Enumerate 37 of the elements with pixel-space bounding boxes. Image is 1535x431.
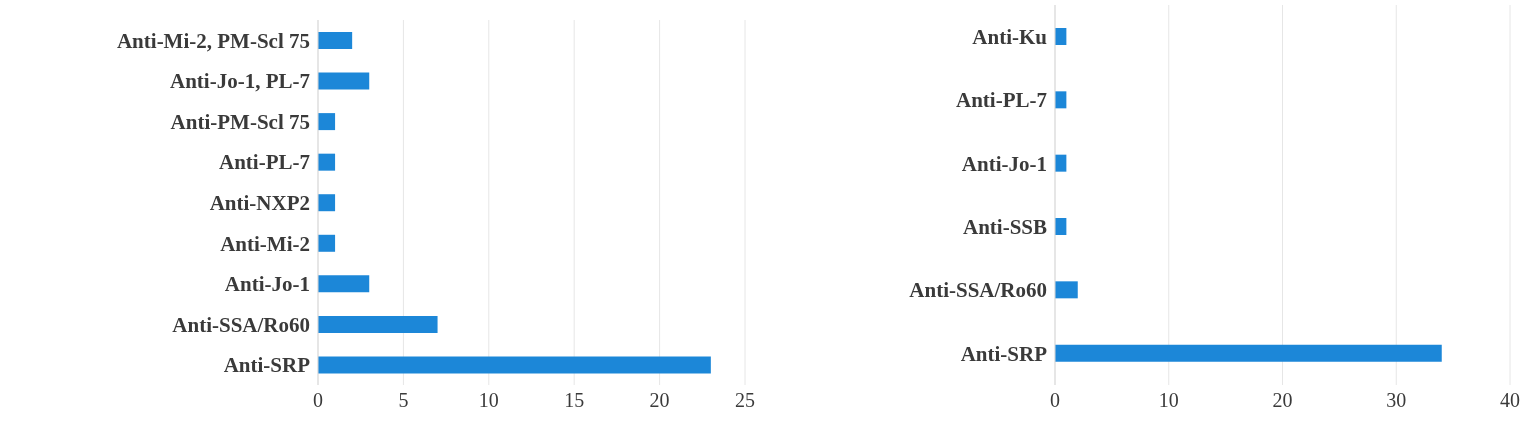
y-tick-label: Anti-Jo-1	[961, 151, 1047, 176]
bar	[318, 315, 438, 333]
bar	[1055, 281, 1078, 299]
x-tick-label: 0	[1050, 389, 1060, 412]
bar	[318, 356, 711, 374]
bar	[318, 72, 370, 90]
x-tick-label: 30	[1386, 389, 1407, 412]
x-tick-label: 40	[1500, 389, 1520, 412]
y-tick-label: Anti-SSA/Ro60	[172, 312, 310, 337]
y-tick-label: Anti-SSA/Ro60	[909, 278, 1047, 303]
bar	[318, 234, 336, 252]
y-tick-label: Anti-NXP2	[209, 190, 310, 215]
y-tick-label: Anti-PL-7	[219, 150, 310, 175]
x-tick-label: 20	[1272, 389, 1293, 412]
x-tick-label: 15	[564, 389, 585, 412]
y-tick-label: Anti-Mi-2, PM-Scl 75	[116, 28, 310, 53]
y-tick-label: Anti-Ku	[972, 25, 1048, 50]
y-tick-label: Anti-SRP	[960, 341, 1048, 366]
y-tick-label: Anti-Jo-1	[224, 272, 310, 297]
y-tick-label: Anti-SRP	[223, 353, 311, 378]
x-tick-label: 25	[735, 389, 755, 412]
bar	[318, 153, 336, 171]
y-tick-label: Anti-PL-7	[956, 88, 1047, 113]
x-tick-label: 10	[1158, 389, 1179, 412]
bar	[318, 194, 336, 212]
x-tick-label: 20	[649, 389, 670, 412]
y-tick-label: Anti-Jo-1, PL-7	[170, 69, 310, 94]
bar	[318, 32, 353, 49]
y-tick-label: Anti-SSB	[962, 215, 1047, 240]
bar	[1055, 344, 1442, 362]
bar	[318, 275, 370, 293]
y-tick-label: Anti-PM-Scl 75	[170, 109, 310, 134]
y-tick-label: Anti-Mi-2	[220, 231, 310, 256]
x-tick-label: 10	[478, 389, 499, 412]
x-tick-label: 5	[398, 389, 409, 412]
bar	[318, 113, 336, 131]
x-tick-label: 0	[313, 389, 323, 412]
